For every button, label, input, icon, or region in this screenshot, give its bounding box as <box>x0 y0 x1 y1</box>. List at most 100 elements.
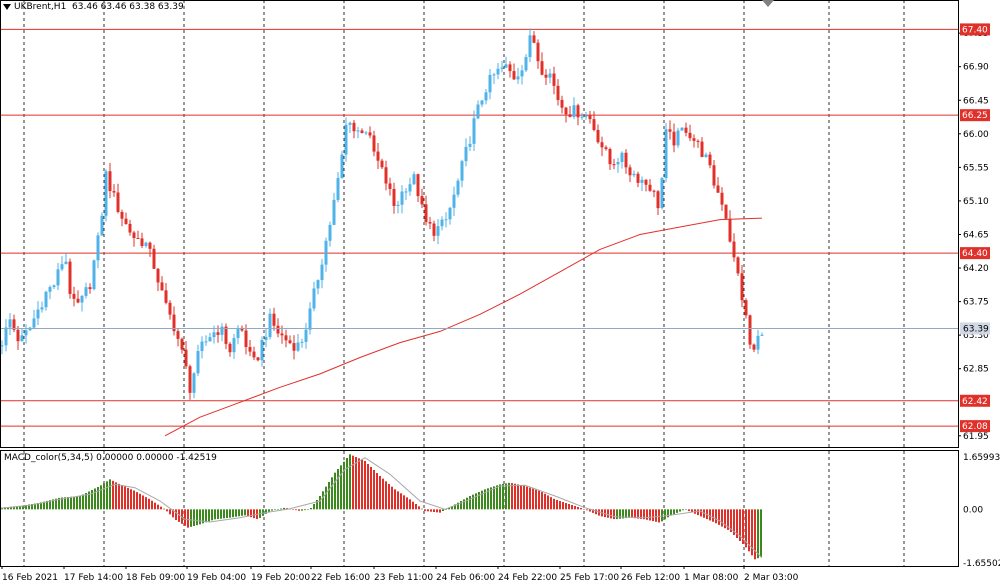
price-tick-label: 65.10 <box>963 197 989 207</box>
macd-bar <box>634 509 636 519</box>
candle-body <box>692 138 696 141</box>
macd-bar <box>142 495 144 510</box>
macd-bar <box>382 478 384 510</box>
candle-body <box>716 185 720 193</box>
macd-bar <box>664 509 666 520</box>
macd-bar <box>160 506 162 510</box>
candle-body <box>576 105 580 118</box>
macd-bar <box>544 493 546 510</box>
price-level-label: 62.42 <box>962 397 988 407</box>
macd-bar <box>172 509 174 518</box>
candle-body <box>236 327 240 339</box>
scroll-marker-icon[interactable] <box>762 0 774 7</box>
candle-body <box>244 330 248 348</box>
candle-body <box>624 152 628 168</box>
macd-bar <box>91 490 93 510</box>
price-level-badge <box>960 420 990 433</box>
current-price-badge <box>960 322 990 335</box>
macd-bar <box>115 482 117 510</box>
macd-bar <box>391 486 393 510</box>
candle-body <box>28 327 32 331</box>
candle-body <box>508 64 512 72</box>
candle-body <box>52 285 56 288</box>
macd-bar <box>103 483 105 510</box>
candle-body <box>420 196 424 205</box>
macd-tick-label: 0.00 <box>963 505 983 515</box>
macd-bar <box>346 458 348 510</box>
macd-bar <box>355 457 357 510</box>
candle-body <box>616 161 620 165</box>
candle-body <box>740 273 744 301</box>
price-tick-label: 64.65 <box>963 230 989 240</box>
candle-body <box>360 130 364 133</box>
candle-body <box>0 345 4 347</box>
candle-body <box>116 192 120 212</box>
candle-body <box>32 318 36 328</box>
macd-bar <box>571 505 573 510</box>
candle-body <box>468 143 472 147</box>
macd-bar <box>43 501 45 510</box>
macd-bar <box>757 509 759 559</box>
macd-bar <box>580 508 582 510</box>
macd-bar <box>367 464 369 510</box>
grid-lines <box>23 0 905 566</box>
macd-histogram <box>1 454 762 560</box>
scroll-marker[interactable] <box>762 0 774 7</box>
macd-bar <box>343 461 345 510</box>
macd-tick-label: 1.65993 <box>963 453 1000 463</box>
candle-body <box>648 184 652 191</box>
candle-body <box>212 332 216 338</box>
macd-bar <box>550 497 552 510</box>
price-tick-label: 66.00 <box>963 130 989 140</box>
candle-body <box>464 146 468 162</box>
macd-bar <box>469 496 471 510</box>
macd-bar <box>574 506 576 510</box>
macd-bar <box>112 480 114 510</box>
time-tick-label: 19 Feb 04:00 <box>187 573 246 583</box>
macd-bar <box>364 461 366 510</box>
macd-bar <box>85 493 87 510</box>
price-tick-label: 65.55 <box>963 163 989 173</box>
macd-bar <box>493 486 495 510</box>
candle-body <box>252 351 256 358</box>
macd-bar <box>82 494 84 510</box>
candle-body <box>4 327 8 346</box>
dropdown-triangle-icon[interactable] <box>3 3 11 10</box>
candle-body <box>344 124 348 155</box>
macd-name: MACD_color(5,34,5) <box>4 453 94 463</box>
candle-body <box>180 338 184 350</box>
macd-bar <box>175 509 177 520</box>
macd-bar <box>424 509 426 511</box>
candle-body <box>628 167 632 176</box>
price-level-badge <box>960 247 990 260</box>
macd-bar <box>640 509 642 519</box>
macd-bar <box>667 509 669 518</box>
macd-bar <box>70 496 72 510</box>
time-tick-label: 25 Feb 17:00 <box>560 573 619 583</box>
candle-body <box>676 130 680 146</box>
candle-body <box>364 132 368 134</box>
candle-body <box>652 190 656 192</box>
moving-average-line <box>164 217 763 437</box>
candle-body <box>120 211 124 219</box>
macd-bar <box>280 508 282 510</box>
macd-bar <box>409 499 411 510</box>
candle-body <box>444 219 448 221</box>
macd-bar <box>616 509 618 520</box>
candle-body <box>748 315 752 345</box>
macd-bar <box>310 508 312 510</box>
candle-body <box>556 85 560 100</box>
macd-bar <box>241 509 243 516</box>
macd-bar <box>223 509 225 519</box>
price-tick-label: 63.30 <box>963 331 989 341</box>
candle-body <box>156 268 160 283</box>
macd-bar <box>652 509 654 522</box>
macd-bar <box>754 509 756 560</box>
candle-body <box>64 261 68 265</box>
candle-body <box>548 73 552 78</box>
candle-body <box>760 334 764 336</box>
candle-body <box>368 132 372 136</box>
macd-bar <box>316 500 318 510</box>
macd-bar <box>16 506 18 510</box>
